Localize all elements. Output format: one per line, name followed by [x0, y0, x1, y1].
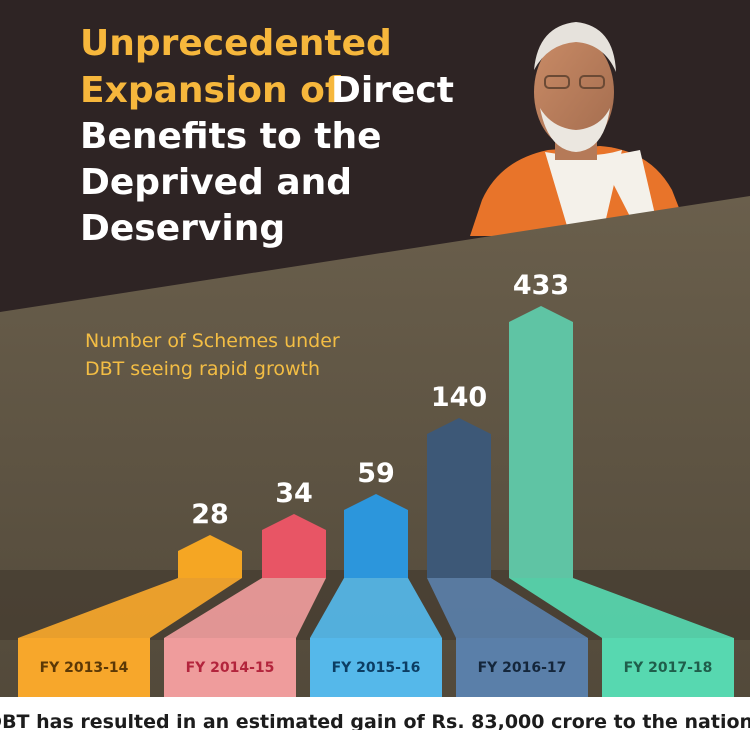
footer-text: DBT has resulted in an estimated gain of… — [0, 711, 750, 730]
bar-fy-2014-15 — [262, 514, 326, 578]
bar-base-fy-2013-14 — [18, 578, 242, 638]
page-title: Unprecedented Expansion of Direct Benefi… — [80, 23, 454, 249]
category-panel-fy-2013-14 — [18, 638, 150, 697]
title-line-3: Benefits to the — [80, 116, 381, 157]
subtitle-line-2: DBT seeing rapid growth — [85, 358, 320, 380]
category-panel-fy-2015-16 — [310, 638, 442, 697]
bar-value-label-fy-2014-15: 34 — [275, 478, 313, 509]
title-line-2a: Expansion of — [80, 70, 341, 111]
bar-value-label-fy-2016-17: 140 — [431, 382, 487, 413]
bar-base-fy-2014-15 — [164, 578, 326, 638]
title-line-4: Deprived and — [80, 162, 352, 203]
portrait-glasses-right — [579, 75, 605, 89]
portrait-beard — [540, 108, 610, 152]
bar-base-fy-2015-16 — [310, 578, 442, 638]
bar-base-fy-2016-17 — [427, 578, 588, 638]
footer-background — [0, 697, 750, 730]
portrait-image — [470, 22, 690, 236]
subtitle-line-1: Number of Schemes under — [85, 330, 340, 352]
category-label-fy-2013-14: FY 2013-14 — [40, 660, 129, 676]
portrait-face — [534, 36, 614, 148]
bar-value-label-fy-2017-18: 433 — [513, 270, 569, 301]
category-panel-fy-2017-18 — [602, 638, 734, 697]
category-label-fy-2015-16: FY 2015-16 — [332, 660, 421, 676]
title-line-5: Deserving — [80, 208, 285, 249]
bar-value-label-fy-2015-16: 59 — [357, 458, 395, 489]
bar-fy-2013-14 — [178, 535, 242, 578]
category-label-fy-2016-17: FY 2016-17 — [478, 660, 567, 676]
portrait-glasses-left — [544, 75, 570, 89]
bar-chart: 28 FY 2013-14 34 FY 2014-15 59 FY 2015-16 140 F… — [18, 270, 734, 697]
portrait-shirt — [545, 150, 622, 236]
bar-fy-2016-17 — [427, 418, 491, 578]
category-label-fy-2017-18: FY 2017-18 — [624, 660, 713, 676]
bar-fy-2017-18 — [509, 306, 573, 578]
chart-subtitle: Number of Schemes under DBT seeing rapid… — [85, 330, 340, 380]
bar-base-fy-2017-18 — [509, 578, 734, 638]
bar-fy-2015-16 — [344, 494, 408, 578]
bar-value-label-fy-2013-14: 28 — [191, 499, 229, 530]
title-line-1: Unprecedented — [80, 23, 392, 64]
category-label-fy-2014-15: FY 2014-15 — [186, 660, 275, 676]
title-line-2b: Direct — [331, 70, 454, 111]
category-panel-fy-2016-17 — [456, 638, 588, 697]
category-panel-fy-2014-15 — [164, 638, 296, 697]
portrait-hair — [534, 22, 616, 72]
